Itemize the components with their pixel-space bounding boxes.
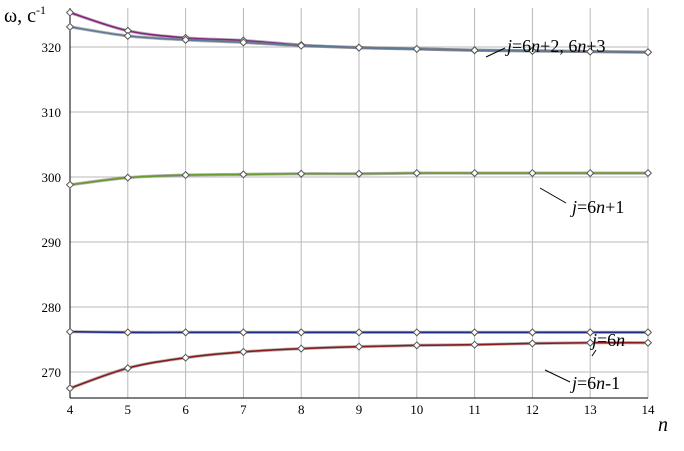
data-point-j-6n-3 [643, 48, 653, 57]
x-tick-label: 9 [356, 402, 363, 417]
data-point-j-6n-3 [412, 44, 421, 54]
y-tick-label: 310 [42, 105, 62, 120]
x-tick-label: 8 [298, 402, 305, 417]
annotation-part: n [531, 36, 540, 56]
data-point-j-6n-1 [65, 384, 75, 393]
grid-lines [69, 8, 649, 398]
annotation-label: j=6n [590, 330, 625, 350]
tick-labels: 4 5 6 7 8 9 10 11 12 13 14 270 280 290 300 310 320 [42, 40, 656, 417]
annotation-part: +3 [586, 36, 605, 56]
x-tick-label: 13 [584, 402, 597, 417]
annotation-part: n [596, 373, 605, 393]
annotation-label: j=6n+2, 6n+3 [505, 36, 605, 56]
annotation-label: j=6n-1 [570, 373, 620, 393]
annotation-part: j [590, 330, 597, 350]
data-point-j-6n-1 [643, 338, 653, 347]
x-tick-label: 7 [240, 402, 247, 417]
data-point-j-6n-1 [528, 339, 537, 348]
data-point-j-6n-3 [528, 46, 537, 56]
annotation-part: -1 [605, 373, 620, 393]
annotation-part: =6 [577, 197, 596, 217]
x-tick-label: 4 [67, 402, 74, 417]
series-group [65, 8, 653, 393]
annotation-part: +2, 6 [540, 36, 577, 56]
annotation-leader [485, 47, 506, 58]
data-point-j-6n-1 [354, 169, 364, 178]
data-point-j-6n [586, 328, 595, 337]
data-point-j-6n-1 [297, 169, 306, 178]
data-point-j-6n [412, 328, 421, 337]
data-point-j-6n [297, 328, 306, 337]
annotation-part: n [596, 197, 605, 217]
x-tick-label: 10 [410, 402, 423, 417]
annotation-leader [591, 349, 597, 357]
annotation-part: j [570, 373, 577, 393]
x-tick-label: 5 [125, 402, 132, 417]
data-point-j-6n-1 [354, 342, 364, 351]
annotation-part: =6 [577, 373, 596, 393]
x-tick-label: 14 [642, 402, 656, 417]
annotation-part: n [577, 36, 586, 56]
data-point-j-6n [123, 328, 132, 337]
data-point-j-6n-1 [586, 338, 595, 347]
annotation-part: =6 [597, 330, 616, 350]
y-tick-label: 320 [42, 40, 62, 55]
data-point-j-6n-1 [123, 173, 132, 182]
data-point-j-6n-1 [181, 353, 190, 362]
data-point-j-6n-1 [586, 168, 595, 178]
data-point-j-6n-1 [412, 341, 421, 350]
data-point-j-6n-1 [181, 170, 190, 180]
data-point-j-6n-1 [643, 168, 653, 178]
x-tick-label: 11 [468, 402, 481, 417]
data-point-j-6n-3 [354, 43, 364, 52]
data-point-j-6n [470, 328, 479, 337]
data-point-j-6n-1 [528, 168, 537, 178]
data-point-j-6n-1 [123, 363, 132, 373]
data-point-j-6n-3 [181, 35, 190, 44]
data-point-j-6n-1 [65, 180, 75, 189]
data-point-j-6n [239, 328, 248, 337]
data-point-j-6n-1 [239, 347, 248, 356]
data-point-j-6n-1 [412, 168, 421, 178]
y-axis-label: ω, c-1 [4, 3, 46, 27]
data-point-j-6n-1 [470, 168, 479, 178]
data-point-j-6n-3 [586, 47, 595, 56]
data-point-j-6n-1 [297, 344, 306, 353]
annotation-leader [544, 369, 571, 383]
annotation-part: n [616, 330, 625, 350]
y-tick-label: 290 [42, 235, 62, 250]
x-tick-label: 6 [182, 402, 189, 417]
data-point-j-6n-3 [470, 46, 479, 55]
data-point-j-6n [643, 328, 653, 337]
data-point-j-6n-2 [65, 8, 75, 17]
annotation-part: +1 [605, 197, 624, 217]
data-point-j-6n [354, 328, 364, 337]
annotation-part: j [570, 197, 577, 217]
data-point-j-6n-3 [123, 31, 132, 41]
y-tick-label: 270 [42, 365, 62, 380]
data-point-j-6n [181, 328, 190, 337]
annotation-leader [539, 187, 567, 204]
annotation-part: =6 [512, 36, 531, 56]
annotation-label: j=6n+1 [570, 197, 624, 217]
data-point-j-6n-3 [65, 22, 75, 31]
annotations: j=6n+2, 6n+3j=6n+1j=6nj=6n-1 [485, 36, 625, 393]
y-tick-label: 280 [42, 300, 62, 315]
annotation-part: j [505, 36, 512, 56]
data-point-j-6n [528, 328, 537, 337]
y-axis-label-sup: -1 [36, 3, 46, 17]
data-point-j-6n-3 [297, 41, 306, 50]
y-tick-label: 300 [42, 170, 62, 185]
x-axis-label: n [658, 414, 668, 436]
data-point-j-6n-1 [470, 340, 479, 349]
y-axis-label-text: ω, c [4, 5, 36, 27]
x-tick-label: 12 [526, 402, 539, 417]
data-point-j-6n [65, 327, 75, 336]
data-point-j-6n-3 [239, 38, 248, 47]
data-point-j-6n-1 [239, 170, 248, 179]
